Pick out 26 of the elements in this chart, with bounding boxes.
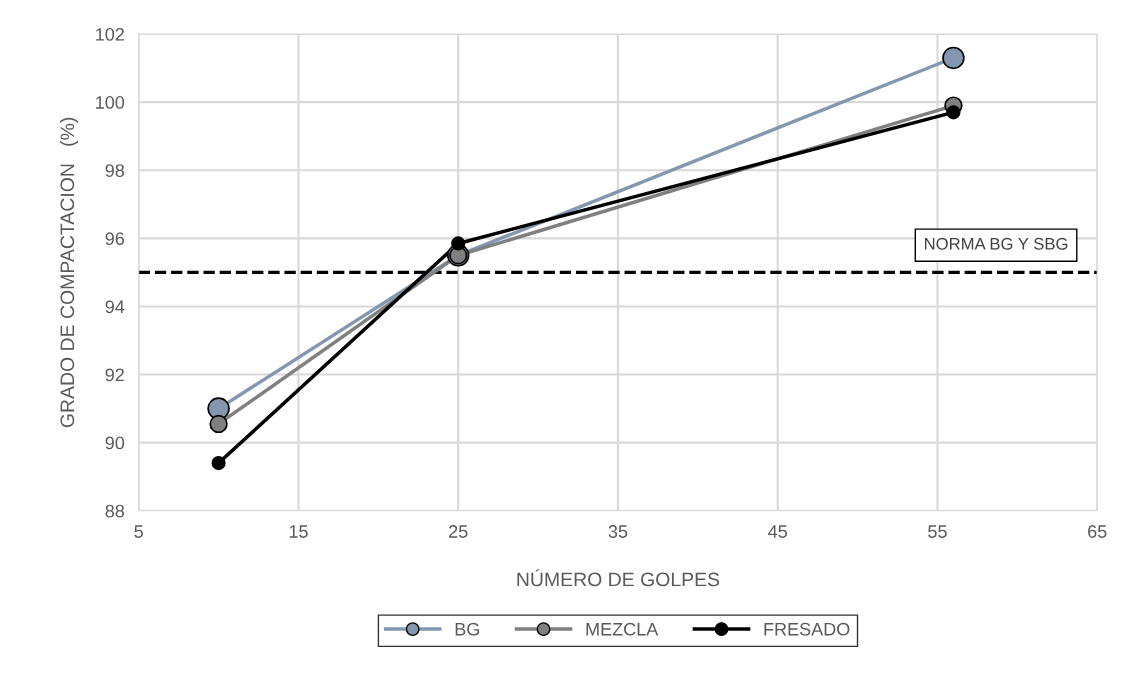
y-axis-title: GRADO DE COMPACTACION (%): [59, 117, 79, 428]
ref-line-label: NORMA BG Y SBG: [924, 237, 1068, 250]
point: [209, 414, 228, 434]
x-tick-label: 45: [768, 525, 787, 538]
x-tick-label: 5: [134, 525, 143, 538]
x-axis-title: NÚMERO DE GOLPES: [517, 569, 720, 587]
x-tick-label: 55: [928, 525, 947, 538]
y-tick-label: 98: [105, 164, 125, 177]
legend-label: BG: [455, 622, 479, 636]
y-tick-label: 90: [105, 436, 125, 450]
legend-label: MEZCLA: [586, 622, 659, 636]
point: [946, 105, 961, 120]
x-tick-label: 65: [1088, 525, 1107, 538]
y-tick-label: 88: [105, 504, 125, 518]
x-tick-label: 35: [608, 525, 628, 538]
y-tick-label: 92: [105, 368, 124, 382]
legend-label: FRESADO: [764, 622, 850, 636]
x-tick-label: 15: [289, 525, 308, 538]
y-tick-label: 100: [96, 96, 125, 109]
point: [942, 46, 965, 70]
point: [451, 236, 466, 251]
y-tick-label: 94: [105, 300, 125, 314]
x-tick-label: 25: [449, 525, 468, 538]
point: [211, 455, 226, 471]
y-tick-label: 96: [105, 232, 125, 246]
y-tick-label: 102: [96, 27, 124, 41]
